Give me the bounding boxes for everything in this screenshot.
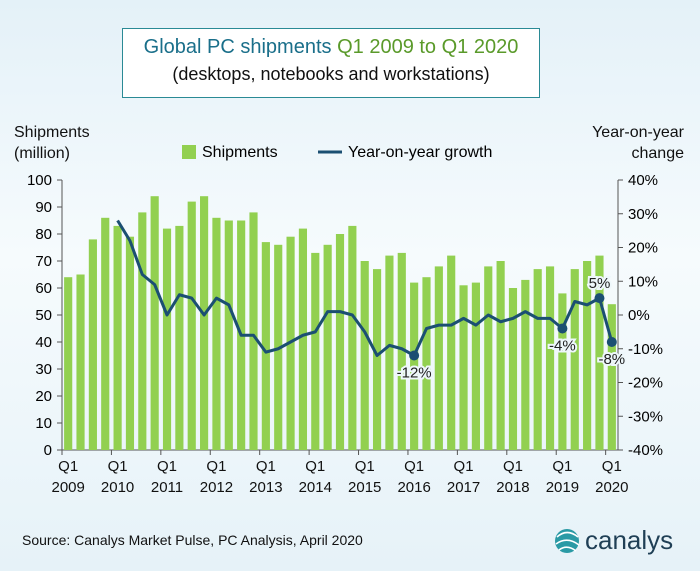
bar xyxy=(447,255,456,450)
bar xyxy=(298,228,308,450)
legend-swatch xyxy=(182,145,196,159)
y-tick-label: 60 xyxy=(35,280,52,297)
title-box xyxy=(122,28,540,98)
bar xyxy=(249,212,258,450)
value-label: -4% xyxy=(549,338,576,355)
y-tick-label: 100 xyxy=(27,172,52,189)
y2-tick-label: 40% xyxy=(628,172,658,189)
bar xyxy=(521,279,530,450)
y-tick-label: 90 xyxy=(35,199,52,216)
bar xyxy=(410,282,419,450)
x-tick-label: Q1 2015 xyxy=(348,458,382,496)
bar xyxy=(200,196,209,450)
y-tick-label: 80 xyxy=(35,226,52,243)
bar xyxy=(125,236,135,450)
bar xyxy=(372,269,382,450)
y2-tick-label: -20% xyxy=(628,375,663,392)
x-tick-label: Q1 2017 xyxy=(446,458,481,496)
y2-tick-label: 30% xyxy=(628,206,658,223)
bar xyxy=(175,225,184,450)
bar xyxy=(545,266,555,450)
y2-tick-label: 0% xyxy=(628,307,650,324)
bar xyxy=(434,266,443,450)
x-tick-label: Q1 2016 xyxy=(397,458,431,496)
value-label: 5% xyxy=(589,275,611,292)
bar xyxy=(150,196,159,450)
growth-line xyxy=(116,219,614,357)
growth-marker xyxy=(409,350,420,361)
bar xyxy=(323,244,332,450)
bar xyxy=(360,261,369,450)
x-tick-label: Q1 2009 xyxy=(51,458,85,496)
bar xyxy=(88,239,97,450)
bar xyxy=(187,201,196,450)
y-tick-label: 0 xyxy=(44,442,52,459)
bar xyxy=(422,277,431,450)
value-label: -8% xyxy=(598,351,625,368)
legend-label: Year-on-year growth xyxy=(348,144,492,161)
x-tick-label: Q1 2018 xyxy=(496,458,530,496)
y-tick-label: 70 xyxy=(35,253,52,270)
y2-tick-label: 10% xyxy=(628,273,658,290)
bar xyxy=(397,252,406,450)
y-tick-label: 50 xyxy=(35,307,52,324)
bar xyxy=(212,217,221,450)
value-label: -12% xyxy=(397,365,432,382)
bar xyxy=(570,269,579,450)
bar xyxy=(76,274,85,450)
bar xyxy=(595,255,604,450)
source-note: Source: Canalys Market Pulse, PC Analysi… xyxy=(22,532,363,548)
title-line: Global PC shipments Q1 2009 to Q1 2020 xyxy=(122,36,540,59)
bar xyxy=(261,242,270,450)
y-tick-label: 10 xyxy=(35,415,52,432)
bar xyxy=(558,293,567,450)
logo-icon xyxy=(555,529,580,553)
bar xyxy=(496,261,505,450)
y2-tick-label: -40% xyxy=(628,442,663,459)
chart-title-period: Q1 2009 to Q1 2020 xyxy=(337,36,519,58)
y-tick-label: 20 xyxy=(35,388,52,405)
bar xyxy=(471,282,480,450)
x-tick-label: Q1 2013 xyxy=(249,458,283,496)
bar xyxy=(607,304,616,450)
x-tick-label: Q1 2020 xyxy=(595,458,629,496)
y2-axis-label: Year-on-year change xyxy=(592,124,684,162)
y2-tick-label: -10% xyxy=(628,341,663,358)
bar xyxy=(533,269,542,450)
x-tick-label: Q1 2011 xyxy=(150,458,184,496)
chart-title: Global PC shipments xyxy=(143,36,332,58)
growth-marker xyxy=(557,323,568,334)
logo-text: canalys xyxy=(585,525,673,555)
chart-subtitle: (desktops, notebooks and workstations) xyxy=(172,64,490,84)
legend-label: Shipments xyxy=(202,144,278,161)
bar xyxy=(64,277,73,450)
bar xyxy=(101,217,110,450)
logo-lines xyxy=(555,531,580,552)
y-tick-label: 40 xyxy=(35,334,52,351)
x-tick-label: Q1 2012 xyxy=(199,458,234,496)
y2-tick-label: -30% xyxy=(628,408,663,425)
bar xyxy=(113,225,122,450)
bar xyxy=(138,212,147,450)
bar xyxy=(311,252,320,450)
growth-marker xyxy=(594,293,605,304)
y-axis-label: Shipments (million) xyxy=(14,124,90,162)
bar xyxy=(459,285,468,450)
growth-marker xyxy=(606,337,617,347)
bar xyxy=(583,261,592,450)
bar xyxy=(224,220,233,450)
bar xyxy=(385,255,394,450)
x-tick-label: Q1 2014 xyxy=(298,458,332,496)
bar xyxy=(335,234,345,450)
bar xyxy=(508,288,518,450)
y-tick-label: 30 xyxy=(35,361,52,378)
y2-tick-label: 20% xyxy=(628,240,658,257)
x-tick-label: Q1 2019 xyxy=(545,458,580,496)
bar xyxy=(348,225,357,450)
x-tick-label: Q1 2010 xyxy=(100,458,135,496)
bar xyxy=(162,228,172,450)
bar xyxy=(484,266,493,450)
